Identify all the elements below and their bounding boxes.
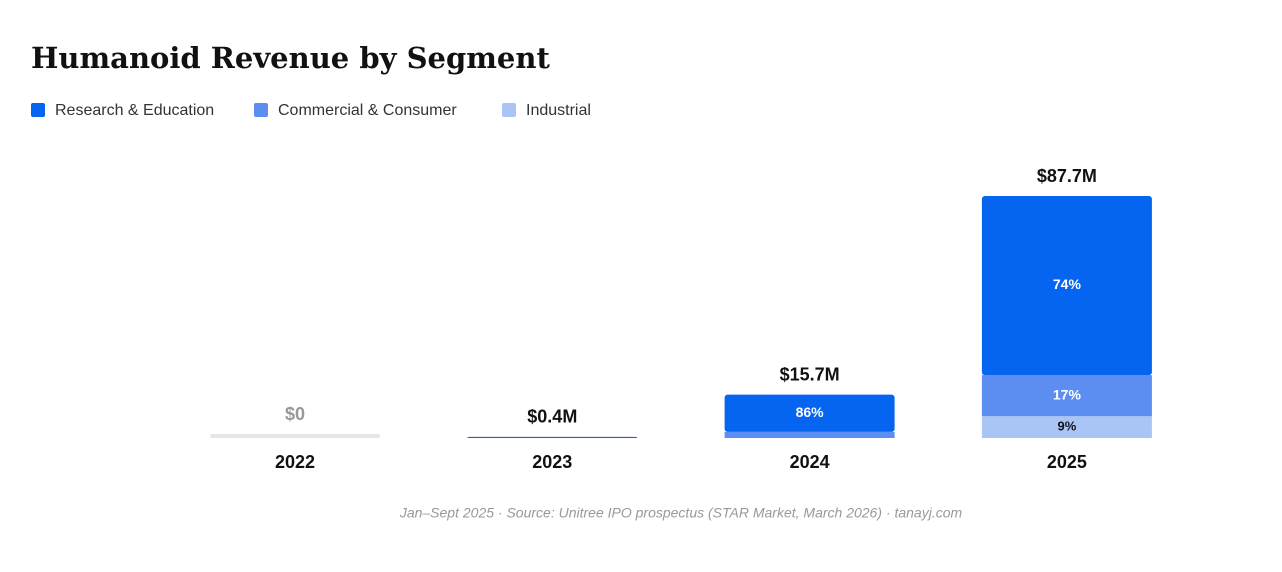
legend-swatch xyxy=(31,103,45,117)
legend-label: Commercial & Consumer xyxy=(278,102,457,119)
bar-segment xyxy=(981,416,1152,438)
legend-label: Research & Education xyxy=(55,102,214,119)
total-label: $15.7M xyxy=(780,364,840,384)
bar-segment xyxy=(981,375,1152,417)
legend-label: Industrial xyxy=(526,102,591,119)
total-label: $0.4M xyxy=(527,407,577,427)
x-tick-label: 2025 xyxy=(1047,452,1087,472)
segment-label: 9% xyxy=(1058,419,1077,434)
segment-label: 74% xyxy=(1053,276,1082,292)
total-label: $87.7M xyxy=(1037,166,1097,186)
total-label: $0 xyxy=(285,404,305,424)
legend-swatch xyxy=(254,103,268,117)
bar-segment xyxy=(981,196,1152,376)
chart-title: Humanoid Revenue by Segment xyxy=(31,41,550,75)
x-tick-label: 2024 xyxy=(790,452,830,472)
x-tick-label: 2022 xyxy=(275,452,315,472)
empty-bar xyxy=(210,434,380,438)
segment-label: 17% xyxy=(1053,386,1082,402)
bar-segment xyxy=(724,431,895,438)
bar-segment xyxy=(467,436,638,438)
x-tick-label: 2023 xyxy=(532,452,572,472)
bar-segment xyxy=(724,394,895,432)
legend-swatch xyxy=(502,103,516,117)
segment-label: 86% xyxy=(796,404,825,420)
footnote: Jan–Sept 2025 · Source: Unitree IPO pros… xyxy=(399,505,963,521)
